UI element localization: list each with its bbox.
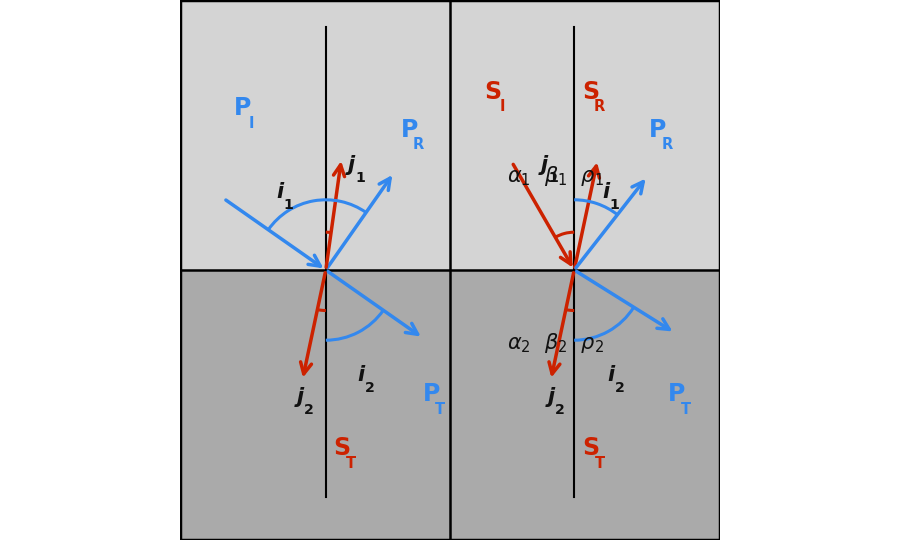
Text: i: i: [276, 181, 284, 202]
Bar: [180, 0, 720, 270]
Text: j: j: [547, 387, 554, 407]
Text: P: P: [400, 118, 418, 141]
Text: S: S: [333, 436, 351, 460]
Text: S: S: [484, 80, 502, 104]
Text: P: P: [668, 382, 686, 406]
Text: I: I: [248, 116, 254, 131]
Text: R: R: [662, 137, 672, 152]
Text: 1: 1: [548, 171, 558, 185]
Text: 2: 2: [364, 381, 374, 395]
Text: S: S: [581, 80, 599, 104]
Text: $\alpha_1\ \ \beta_1\ \ \rho_1$: $\alpha_1\ \ \beta_1\ \ \rho_1$: [507, 164, 604, 187]
Text: $\alpha_2\ \ \beta_2\ \ \rho_2$: $\alpha_2\ \ \beta_2\ \ \rho_2$: [507, 331, 604, 355]
Text: 1: 1: [356, 171, 365, 185]
Text: S: S: [581, 436, 599, 460]
Text: R: R: [413, 137, 424, 152]
Text: 1: 1: [609, 198, 619, 212]
Bar: [180, 270, 720, 540]
Text: 1: 1: [284, 198, 293, 212]
Text: j: j: [296, 387, 303, 407]
Text: 2: 2: [615, 381, 625, 395]
Text: I: I: [500, 99, 505, 114]
Text: R: R: [594, 99, 605, 114]
Text: T: T: [595, 456, 605, 471]
Text: i: i: [602, 181, 609, 202]
Text: T: T: [681, 402, 691, 417]
Text: 2: 2: [303, 403, 313, 417]
Text: P: P: [233, 96, 251, 120]
Text: 2: 2: [554, 403, 564, 417]
Text: T: T: [436, 402, 446, 417]
Text: i: i: [357, 365, 364, 386]
Text: P: P: [649, 118, 667, 141]
Text: i: i: [608, 365, 615, 386]
Text: j: j: [348, 154, 356, 175]
Text: j: j: [541, 154, 548, 175]
Text: T: T: [346, 456, 356, 471]
Text: P: P: [422, 382, 440, 406]
